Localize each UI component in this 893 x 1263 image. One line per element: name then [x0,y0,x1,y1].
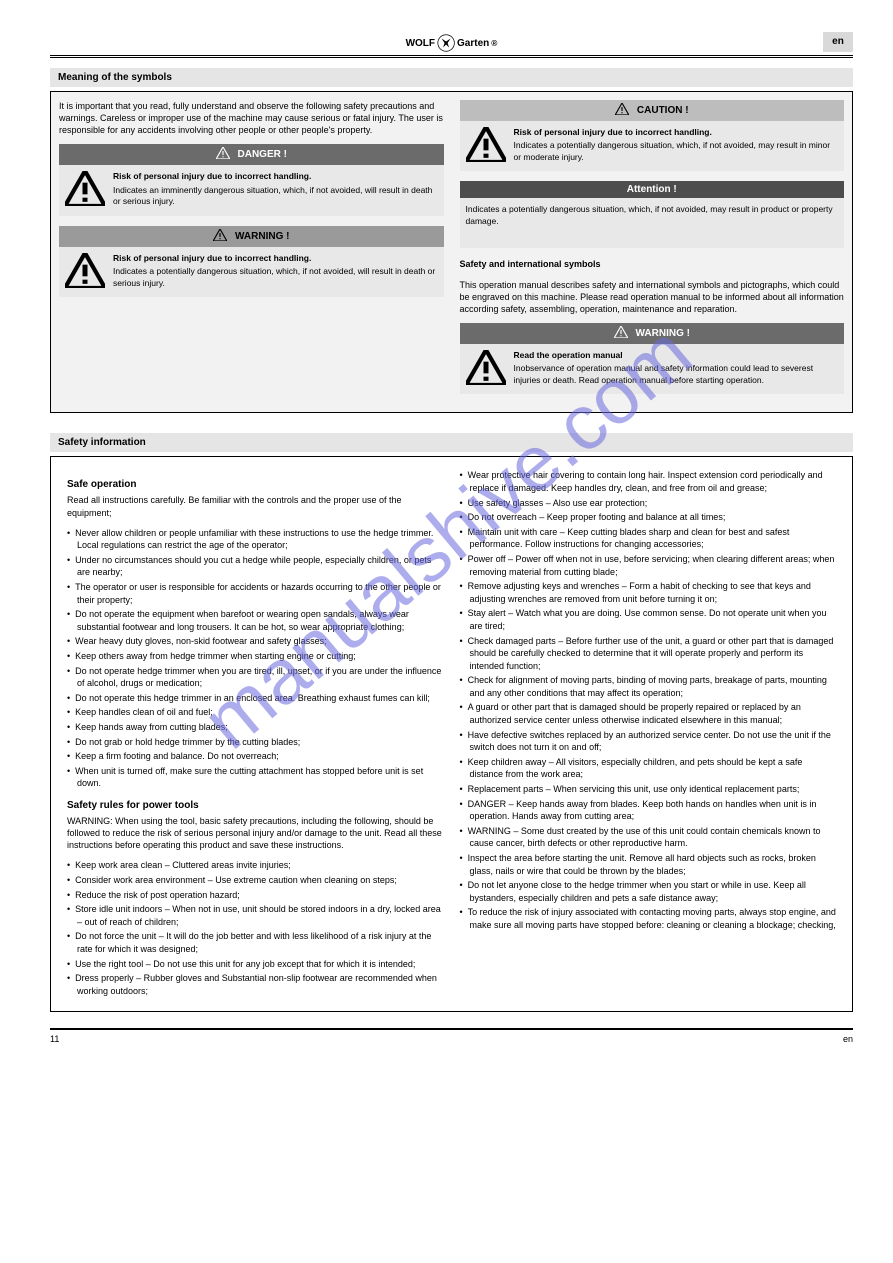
safety-panel: Safe operation Read all instructions car… [50,456,853,1012]
danger-body: Risk of personal injury due to incorrect… [59,165,444,215]
safe-operation-intro: Read all instructions carefully. Be fami… [67,494,444,518]
list-item: Never allow children or people unfamilia… [67,527,444,552]
attention-label: Attention ! [627,184,677,195]
safety-text: This operation manual describes safety a… [460,279,845,315]
brand-left: WOLF [406,38,435,49]
list-item: Store idle unit indoors – When not in us… [67,903,444,928]
attention-text: Indicates a potentially dangerous situat… [466,204,839,227]
warning-label: WARNING ! [235,231,289,242]
list-item: Do not operate hedge trimmer when you ar… [67,665,444,690]
list-item: Under no circumstances should you cut a … [67,554,444,579]
list-item: Wear heavy duty gloves, non-skid footwea… [67,635,444,648]
warning2-text: Inobservance of operation manual and saf… [514,363,814,384]
caution-title: Risk of personal injury due to incorrect… [514,127,839,138]
list-item: A guard or other part that is damaged sh… [460,701,837,726]
section-title-safety: Safety information [50,433,853,452]
warning-text: Indicates a potentially dangerous situat… [113,266,435,287]
list-item: Reduce the risk of post operation hazard… [67,889,444,902]
list-item: Keep others away from hedge trimmer when… [67,650,444,663]
wolf-icon [437,34,455,52]
caution-body: Risk of personal injury due to incorrect… [460,121,845,171]
list-item: Do not grab or hold hedge trimmer by the… [67,736,444,749]
list-item: Keep work area clean – Cluttered areas i… [67,859,444,872]
list-item: Keep a firm footing and balance. Do not … [67,750,444,763]
safety-subhead: Safety and international symbols [460,258,845,270]
safety-left-col: Safe operation Read all instructions car… [67,469,444,999]
list-item: Check damaged parts – Before further use… [460,635,837,673]
warning2-title: Read the operation manual [514,350,839,361]
caution-label: CAUTION ! [637,105,689,116]
power-tools-list-b: Wear protective hair covering to contain… [460,469,837,931]
safety-right-col: Wear protective hair covering to contain… [460,469,837,999]
list-item: Wear protective hair covering to contain… [460,469,837,494]
list-item: When unit is turned off, make sure the c… [67,765,444,790]
list-item: Keep handles clean of oil and fuel; [67,706,444,719]
brand-right: Garten [457,38,489,49]
footer-lang: en [843,1034,853,1044]
warning-title: Risk of personal injury due to incorrect… [113,253,438,264]
list-item: Maintain unit with care – Keep cutting b… [460,526,837,551]
attention-body: Indicates a potentially dangerous situat… [460,198,845,248]
power-tools-head: Safety rules for power tools [67,800,444,811]
safe-operation-head: Safe operation [67,479,444,490]
alert-triangle-icon [216,147,230,162]
caution-header: CAUTION ! [460,100,845,121]
alert-triangle-icon [614,326,628,341]
warning2-header: WARNING ! [460,323,845,344]
list-item: The operator or user is responsible for … [67,581,444,606]
warning-triangle-icon [466,350,506,385]
list-item: Use safety glasses – Also use ear protec… [460,497,837,510]
list-item: Stay alert – Watch what you are doing. U… [460,607,837,632]
list-item: DANGER – Keep hands away from blades. Ke… [460,798,837,823]
right-column: CAUTION ! Risk of personal injury due to… [460,100,845,404]
intro-text: It is important that you read, fully und… [59,100,444,136]
danger-title: Risk of personal injury due to incorrect… [113,171,438,182]
list-item: Keep hands away from cutting blades; [67,721,444,734]
language-box: en [823,32,853,52]
caution-text: Indicates a potentially dangerous situat… [514,140,831,161]
list-item: Consider work area environment – Use ext… [67,874,444,887]
list-item: Do not let anyone close to the hedge tri… [460,879,837,904]
alert-triangle-icon [213,229,227,244]
brand-logo: WOLF Garten® [406,34,498,52]
danger-header: DANGER ! [59,144,444,165]
danger-label: DANGER ! [238,149,287,160]
power-tools-intro: WARNING: When using the tool, basic safe… [67,815,444,851]
list-item: Remove adjusting keys and wrenches – For… [460,580,837,605]
attention-header: Attention ! [460,181,845,198]
list-item: Dress properly – Rubber gloves and Subst… [67,972,444,997]
danger-text: Indicates an imminently dangerous situat… [113,185,432,206]
list-item: Use the right tool – Do not use this uni… [67,958,444,971]
list-item: To reduce the risk of injury associated … [460,906,837,931]
warning-triangle-icon [65,171,105,206]
warning2-body: Read the operation manual Inobservance o… [460,344,845,394]
list-item: Check for alignment of moving parts, bin… [460,674,837,699]
list-item: Power off – Power off when not in use, b… [460,553,837,578]
power-tools-list-a: Keep work area clean – Cluttered areas i… [67,859,444,997]
list-item: Do not operate the equipment when barefo… [67,608,444,633]
page-header: WOLF Garten® en [50,30,853,58]
list-item: Do not operate this hedge trimmer in an … [67,692,444,705]
page-number: 11 [50,1034,59,1044]
warning2-label: WARNING ! [636,328,690,339]
list-item: WARNING – Some dust created by the use o… [460,825,837,850]
warning-header: WARNING ! [59,226,444,247]
meaning-panel: It is important that you read, fully und… [50,91,853,413]
warning-triangle-icon [65,253,105,288]
list-item: Keep children away – All visitors, espec… [460,756,837,781]
list-item: Have defective switches replaced by an a… [460,729,837,754]
alert-triangle-icon [615,103,629,118]
section-title-meaning: Meaning of the symbols [50,68,853,87]
list-item: Replacement parts – When servicing this … [460,783,837,796]
list-item: Do not force the unit – It will do the j… [67,930,444,955]
warning-triangle-icon [466,127,506,162]
warning-body: Risk of personal injury due to incorrect… [59,247,444,297]
list-item: Do not overreach – Keep proper footing a… [460,511,837,524]
list-item: Inspect the area before starting the uni… [460,852,837,877]
left-column: It is important that you read, fully und… [59,100,444,404]
page-footer: 11 en [50,1028,853,1044]
safe-operation-list: Never allow children or people unfamilia… [67,527,444,790]
